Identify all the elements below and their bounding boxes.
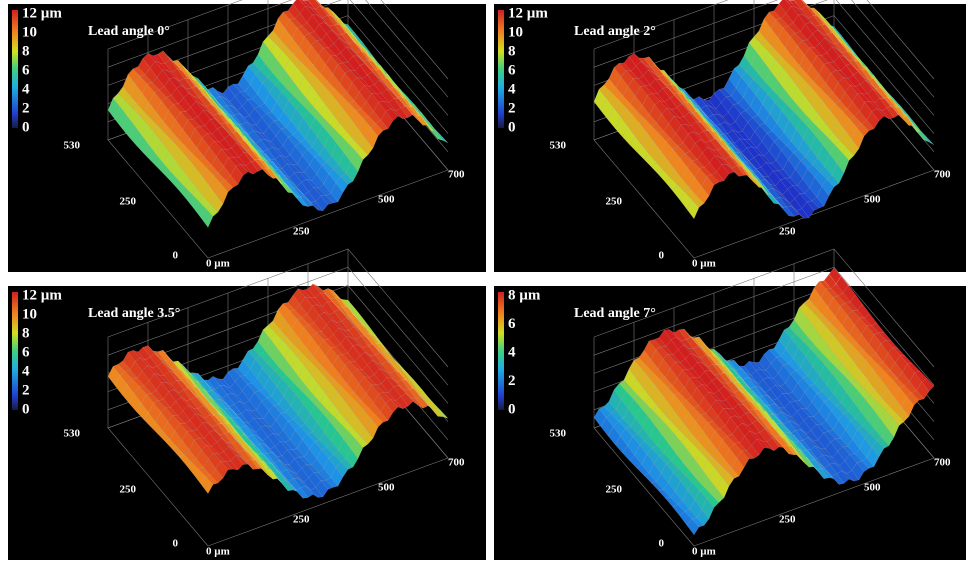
x-axis-label: 700 bbox=[448, 169, 465, 181]
x-axis-label: 500 bbox=[864, 482, 881, 494]
colorbar-label: 4 bbox=[22, 81, 30, 97]
colorbar-label: 12 µm bbox=[22, 287, 62, 303]
colorbar-label: 8 bbox=[22, 325, 30, 341]
y-axis-label: 0 bbox=[659, 250, 665, 262]
colorbar bbox=[12, 292, 18, 410]
colorbar-label: 8 µm bbox=[508, 287, 541, 303]
figure: 53025000 µm25050070012 µm1086420Lead ang… bbox=[0, 0, 970, 564]
x-axis-label: 250 bbox=[293, 226, 310, 238]
figure-canvas: 53025000 µm25050070012 µm1086420Lead ang… bbox=[0, 0, 970, 564]
colorbar-label: 2 bbox=[22, 100, 30, 116]
y-axis-label: 530 bbox=[550, 428, 567, 440]
y-axis-label: 0 bbox=[173, 250, 179, 262]
colorbar-label: 0 bbox=[22, 119, 30, 135]
panel-title: Lead angle 2° bbox=[574, 24, 656, 39]
colorbar-label: 6 bbox=[22, 344, 30, 360]
panel-title: Lead angle 0° bbox=[88, 24, 170, 39]
y-axis-label: 530 bbox=[550, 140, 567, 152]
colorbar-label: 6 bbox=[508, 316, 516, 332]
colorbar-label: 0 bbox=[508, 401, 516, 417]
colorbar-label: 0 bbox=[508, 119, 516, 135]
y-axis-label: 0 bbox=[173, 538, 179, 550]
colorbar-label: 10 bbox=[22, 306, 37, 322]
colorbar-label: 12 µm bbox=[508, 5, 548, 21]
y-axis-label: 530 bbox=[64, 140, 81, 152]
panel: 530 250 0 0 µm 250 500 700 12 µm 10 8 6 4 2 0 Lead ang… bbox=[8, 0, 486, 272]
y-axis-label: 0 bbox=[659, 538, 665, 550]
x-axis-label: 0 µm bbox=[206, 258, 230, 270]
x-axis-label: 500 bbox=[378, 194, 395, 206]
y-axis-label: 250 bbox=[120, 484, 137, 496]
colorbar-label: 6 bbox=[22, 62, 30, 78]
colorbar-label: 8 bbox=[22, 43, 30, 59]
colorbar-label: 10 bbox=[508, 24, 523, 40]
x-axis-label: 500 bbox=[378, 482, 395, 494]
x-axis-label: 250 bbox=[779, 226, 796, 238]
colorbar-label: 4 bbox=[22, 363, 30, 379]
x-axis-label: 700 bbox=[448, 457, 465, 469]
x-axis-label: 0 µm bbox=[692, 546, 716, 558]
colorbar-label: 12 µm bbox=[22, 5, 62, 21]
y-axis-label: 250 bbox=[120, 196, 137, 208]
x-axis-label: 500 bbox=[864, 194, 881, 206]
colorbar bbox=[498, 292, 504, 410]
colorbar-label: 4 bbox=[508, 344, 516, 360]
colorbar-label: 2 bbox=[508, 100, 516, 116]
colorbar-label: 2 bbox=[508, 373, 516, 389]
colorbar-label: 4 bbox=[508, 81, 516, 97]
x-axis-label: 700 bbox=[934, 457, 951, 469]
colorbar-label: 2 bbox=[22, 382, 30, 398]
panel-title: Lead angle 3.5° bbox=[88, 306, 180, 321]
x-axis-label: 0 µm bbox=[692, 258, 716, 270]
panel: 530 250 0 0 µm 250 500 700 12 µm 10 8 6 4 2 0 Lead ang… bbox=[8, 249, 486, 560]
colorbar-label: 6 bbox=[508, 62, 516, 78]
panel-title: Lead angle 7° bbox=[574, 306, 656, 321]
x-axis-label: 250 bbox=[779, 514, 796, 526]
panel: 530 250 0 0 µm 250 500 700 8 µm 6 4 2 0 Lead angle 7… bbox=[494, 249, 966, 560]
colorbar-label: 0 bbox=[22, 401, 30, 417]
panel: 530 250 0 0 µm 250 500 700 12 µm 10 8 6 4 2 0 Lead ang… bbox=[494, 0, 966, 272]
x-axis-label: 700 bbox=[934, 169, 951, 181]
colorbar-label: 10 bbox=[22, 24, 37, 40]
colorbar bbox=[12, 10, 18, 128]
colorbar-label: 8 bbox=[508, 43, 516, 59]
colorbar bbox=[498, 10, 504, 128]
x-axis-label: 0 µm bbox=[206, 546, 230, 558]
y-axis-label: 250 bbox=[606, 484, 623, 496]
y-axis-label: 250 bbox=[606, 196, 623, 208]
y-axis-label: 530 bbox=[64, 428, 81, 440]
x-axis-label: 250 bbox=[293, 514, 310, 526]
